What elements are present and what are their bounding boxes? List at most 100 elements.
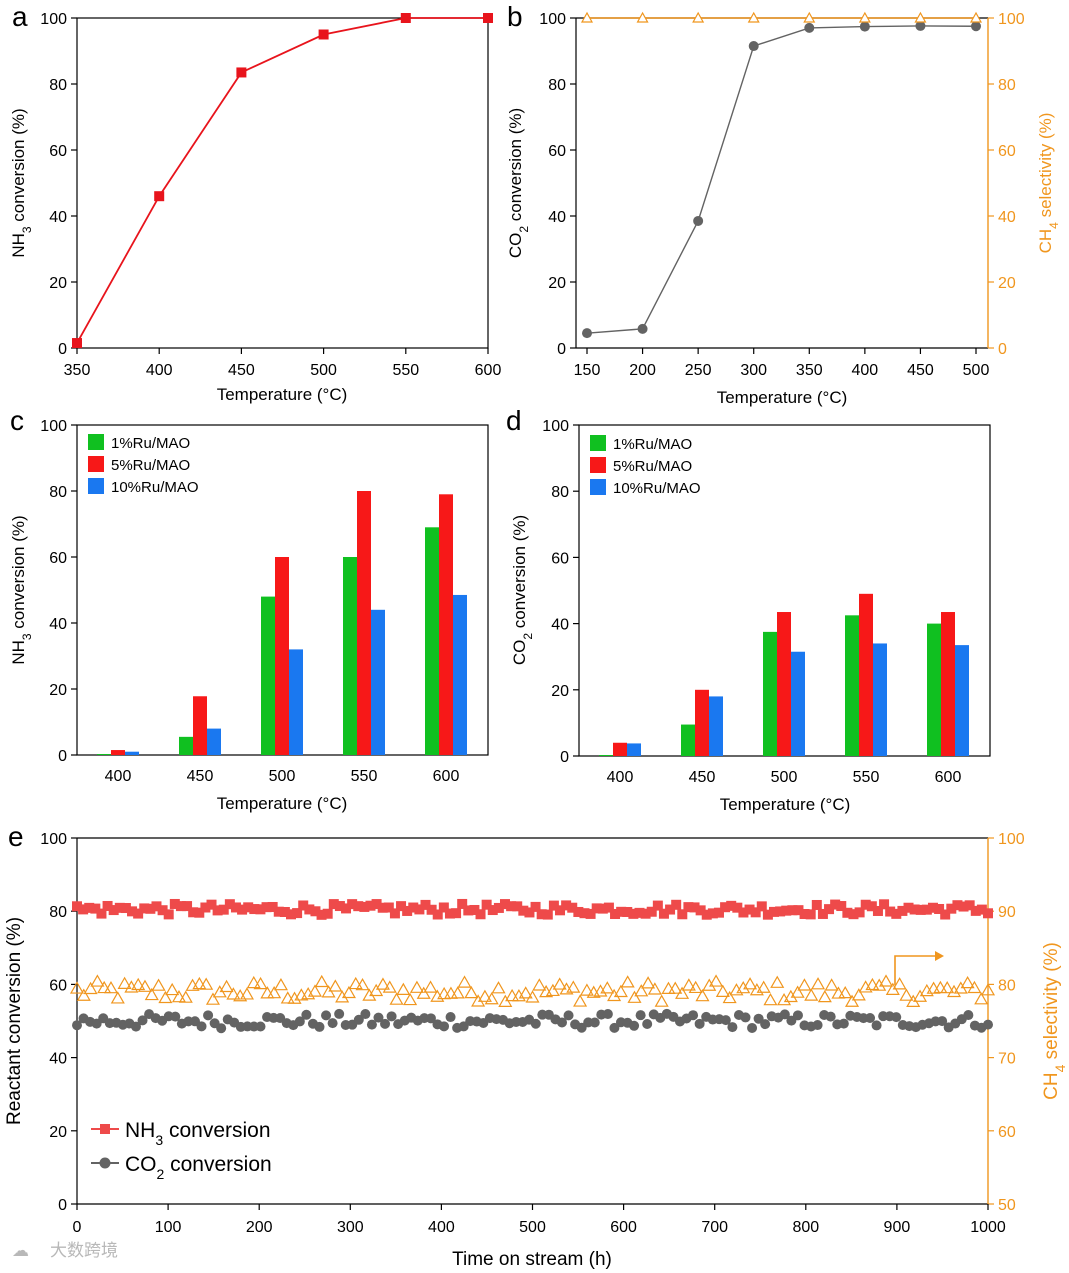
panel-e-nh3-point-86 (597, 903, 608, 914)
panel-c-bar-1-1 (193, 696, 207, 755)
panel-e-nh3-point-26 (230, 902, 241, 913)
panel-e-nh3-point-53 (396, 901, 407, 912)
panel-e-ch4-point-121 (892, 977, 907, 990)
panel-e-nh3-point-62 (451, 908, 462, 919)
panel-e-nh3-point-76 (536, 909, 547, 920)
panel-e-nh3-point-94 (646, 906, 657, 917)
panel-e-nh3-point-132 (879, 899, 890, 910)
panel-b-co2-line (586, 25, 977, 334)
panel-e-nh3-point-18 (182, 901, 193, 912)
panel-e-ch4-point-6 (110, 991, 125, 1004)
panel-d-ytick-label-1: 20 (551, 683, 569, 700)
panel-a-point-3 (318, 29, 329, 40)
panel-e-co2-point-121 (865, 1013, 876, 1024)
panel-e-ch4-point-38 (328, 979, 343, 992)
panel-a-series-line (76, 17, 488, 344)
panel-e-ch4-point-75 (579, 983, 594, 996)
panel-e-ch4-point-82 (627, 990, 642, 1003)
panel-b-ch4-point-4 (803, 11, 816, 23)
panel-e-nh3-point-28 (243, 902, 254, 913)
panel-e-co2-point-19 (196, 1021, 207, 1032)
panel-e-nh3-point-129 (860, 899, 871, 910)
panel-e-ch4-point-86 (654, 994, 669, 1007)
panel-e-nh3-point-75 (530, 901, 541, 912)
panel-d-bar-0-2 (627, 743, 641, 756)
panel-e-ch4-point-36 (314, 974, 329, 988)
panel-e-nh3-point-144 (952, 900, 963, 911)
panel-e-co2-point-113 (812, 1020, 823, 1031)
panel-b-co2-point-2 (693, 215, 704, 226)
panel-c-bar-3-2 (371, 609, 385, 755)
panel-e-ylabel: Reactant conversion (%) (4, 917, 25, 1125)
panel-c-letter: c (10, 405, 24, 436)
panel-b-xtick-label-2: 250 (685, 362, 712, 379)
panel-e-ch4-point-113 (838, 985, 853, 999)
panel-e-nh3-point-126 (842, 907, 853, 918)
panel-e-nh3-point-63 (457, 898, 468, 909)
panel-e-ch4-point-83 (634, 984, 649, 997)
panel-e-xtick-label-4: 400 (428, 1219, 455, 1236)
panel-e-ch4-point-126 (926, 981, 941, 994)
panel-e-xtick-label-7: 700 (701, 1219, 728, 1236)
panel-e-ch4-point-104 (777, 992, 792, 1006)
panel-e-ch4-point-18 (192, 976, 207, 990)
panel-b-right-ytick-label-4: 80 (998, 77, 1016, 94)
panel-e-nh3-point-89 (616, 906, 627, 917)
panel-b-ch4-point-2 (692, 11, 705, 23)
panel-e-ch4-point-110 (817, 989, 832, 1003)
panel-d-legend-swatch-3 (590, 479, 606, 495)
panel-e-nh3-point-115 (775, 906, 786, 917)
panel-e-nh3-point-125 (836, 901, 847, 912)
panel-a-xtick-label-1: 400 (146, 362, 173, 379)
panel-e-nh3-point-92 (634, 907, 645, 918)
panel-e-ch4-point-81 (620, 975, 635, 988)
panel-e-nh3-point-4 (96, 908, 107, 919)
panel-e-nh3-point-21 (200, 902, 211, 913)
panel-e-nh3-point-32 (267, 901, 278, 912)
panel-e-ch4-point-1 (76, 988, 91, 1001)
panel-e-nh3-point-10 (133, 908, 144, 919)
panel-e-co2-point-100 (727, 1022, 738, 1033)
panel-b-ytick-label-3: 60 (548, 143, 566, 160)
panel-e-co2-point-86 (635, 1010, 646, 1021)
panel-e-nh3-point-149 (983, 908, 993, 919)
panel-d-bar-0-0 (599, 755, 613, 756)
panel-e-right-ytick-label-3: 80 (998, 977, 1016, 994)
panel-d-ytick-label-0: 0 (560, 749, 569, 766)
panel-b-co2-point-1 (637, 323, 648, 334)
panel-e-ch4-point-0 (69, 981, 85, 994)
panel-e-nh3-point-146 (964, 900, 975, 911)
panel-e-ch4-point-99 (743, 977, 758, 990)
panel-e-nh3-point-102 (695, 905, 706, 916)
panel-e-co2-point-99 (720, 1015, 731, 1026)
panel-e-nh3-point-137 (909, 904, 920, 915)
panel-e-co2-point-34 (294, 1016, 305, 1027)
panel-e-co2-point-125 (891, 1012, 902, 1023)
panel-e-ch4-point-131 (960, 975, 975, 989)
panel-e-nh3-point-91 (628, 908, 639, 919)
panel-b-ylabel2: CH4 selectivity (%) (1036, 113, 1061, 254)
panel-c-legend-label-2: 5%Ru/MAO (111, 457, 190, 474)
panel-e-co2-point-70 (530, 1018, 541, 1029)
panel-e-nh3-point-65 (469, 904, 480, 915)
panel-c-bar-3-1 (357, 491, 371, 755)
panel-b-xtick-label-7: 500 (963, 362, 990, 379)
panel-e-ch4-point-128 (940, 980, 955, 994)
panel-e-nh3-point-15 (163, 909, 174, 920)
panel-c-ytick-label-0: 0 (58, 748, 67, 765)
panel-e-co2-point-136 (963, 1010, 974, 1021)
panel-b-xlabel: Temperature (°C) (717, 388, 848, 407)
panel-a-xtick-label-2: 450 (228, 362, 255, 379)
panel-c-legend: 1%Ru/MAO 5%Ru/MAO 10%Ru/MAO (88, 434, 199, 496)
panel-c-ylabel: NH3 conversion (%) (9, 515, 34, 664)
panel-e-nh3-point-112 (756, 901, 767, 912)
panel-c-xtick-label-4: 600 (433, 768, 460, 785)
panel-e-nh3-point-46 (353, 901, 364, 912)
panel-e-co2-point-79 (589, 1017, 600, 1028)
panel-e-ch4-point-52 (423, 980, 438, 993)
panel-e-xtick-label-8: 800 (792, 1219, 819, 1236)
panel-e-nh3-point-96 (658, 908, 669, 919)
panel-c-xlabel: Temperature (°C) (217, 794, 348, 813)
panel-e-nh3-point-57 (420, 899, 431, 910)
panel-e-ch4-point-127 (933, 980, 948, 994)
